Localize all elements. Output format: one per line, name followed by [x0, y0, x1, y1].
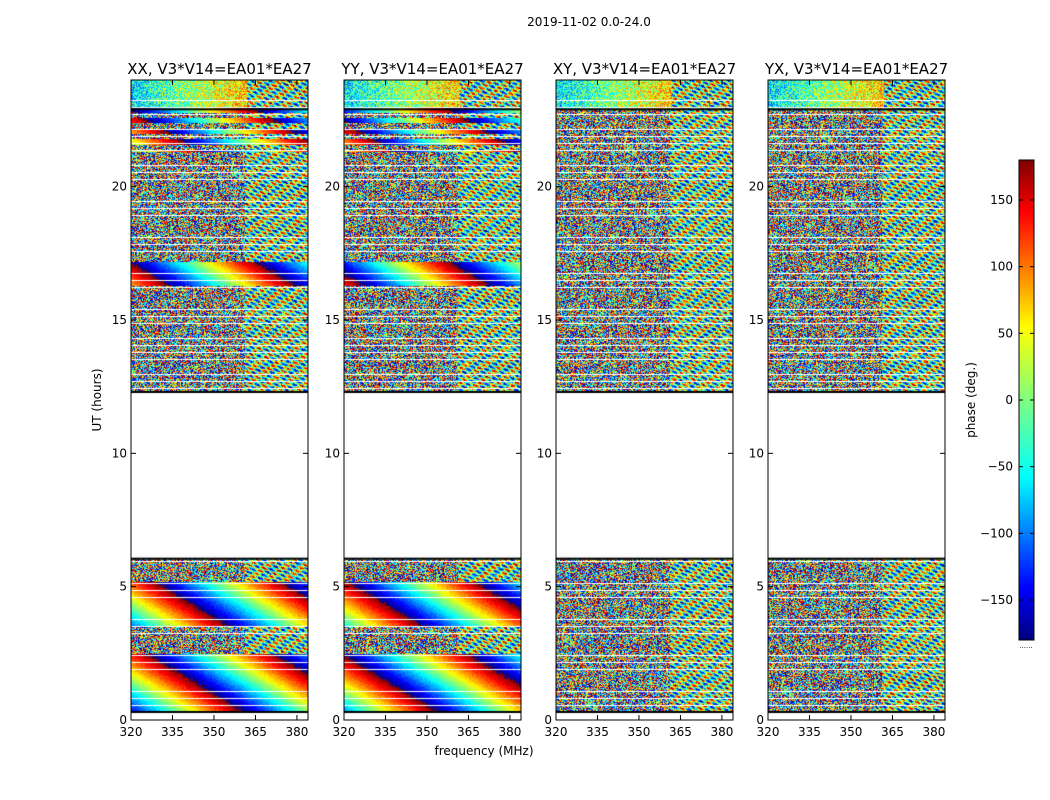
- panel-xx: XX, V3*V14=EA01*EA27 320 335 350 365 380 0 5 10 1…: [112, 60, 312, 739]
- y-tick-label: 0: [544, 713, 552, 727]
- x-tick-label: 365: [881, 725, 904, 739]
- panel-title: XX, V3*V14=EA01*EA27: [127, 60, 311, 78]
- x-tick-label: 350: [628, 725, 651, 739]
- y-tick-label: 10: [749, 446, 764, 460]
- x-tick-label: 365: [244, 725, 267, 739]
- x-tick-label: 365: [669, 725, 692, 739]
- colorbar-tick-label: 50: [998, 326, 1013, 340]
- y-tick-label: 15: [325, 313, 340, 327]
- phase-heatmap: [556, 80, 733, 720]
- y-tick-label: 5: [756, 580, 764, 594]
- x-tick-label: 380: [285, 725, 308, 739]
- x-tick-label: 380: [498, 725, 521, 739]
- y-tick-label: 20: [112, 180, 127, 194]
- colorbar: −150 −100 −50 0 50 100 150: [980, 159, 1035, 641]
- panel-frame: [767, 79, 946, 721]
- x-tick-label: 335: [374, 725, 397, 739]
- x-tick-label: 365: [457, 725, 480, 739]
- x-axis-label: frequency (MHz): [434, 744, 533, 758]
- x-tick-label: 320: [333, 725, 356, 739]
- colorbar-footer: ......: [1019, 642, 1032, 650]
- x-tick-label: 350: [840, 725, 863, 739]
- y-tick-label: 20: [749, 180, 764, 194]
- panel-frame: [343, 79, 522, 721]
- y-tick-label: 10: [112, 446, 127, 460]
- x-tick-label: 335: [586, 725, 609, 739]
- x-tick-label: 320: [545, 725, 568, 739]
- y-tick-label: 0: [332, 713, 340, 727]
- y-tick-label: 20: [537, 180, 552, 194]
- x-tick-label: 350: [203, 725, 226, 739]
- y-tick-label: 10: [537, 446, 552, 460]
- figure-title: 2019-11-02 0.0-24.0: [527, 15, 651, 29]
- x-tick-label: 380: [922, 725, 945, 739]
- panels: XX, V3*V14=EA01*EA27 320 335 350 365 380 0 5 10 1…: [112, 60, 948, 739]
- y-tick-label: 5: [332, 580, 340, 594]
- phase-heatmap: [768, 80, 945, 720]
- panel-frame: [555, 79, 734, 721]
- colorbar-tick-label: 150: [990, 193, 1013, 207]
- y-tick-label: 15: [537, 313, 552, 327]
- y-tick-label: 15: [112, 313, 127, 327]
- colorbar-tick-label: 0: [1005, 393, 1013, 407]
- y-axis-label: UT (hours): [90, 368, 104, 431]
- colorbar-tick-label: 100: [990, 260, 1013, 274]
- panel-xy: XY, V3*V14=EA01*EA27 320 335 350 365 380 0 5 10 1…: [537, 60, 736, 739]
- y-tick-label: 10: [325, 446, 340, 460]
- x-tick-label: 335: [798, 725, 821, 739]
- y-tick-label: 0: [119, 713, 127, 727]
- colorbar-tick-label: −150: [980, 593, 1013, 607]
- y-tick-label: 15: [749, 313, 764, 327]
- phase-heatmap: [131, 80, 308, 720]
- colorbar-label: phase (deg.): [964, 362, 978, 438]
- y-tick-label: 5: [119, 580, 127, 594]
- x-tick-label: 380: [710, 725, 733, 739]
- x-tick-label: 320: [120, 725, 143, 739]
- panel-frame: [130, 79, 309, 721]
- y-tick-label: 20: [325, 180, 340, 194]
- panel-title: YY, V3*V14=EA01*EA27: [340, 60, 523, 78]
- phase-heatmap: [344, 80, 521, 720]
- x-tick-label: 335: [161, 725, 184, 739]
- y-tick-label: 5: [544, 580, 552, 594]
- colorbar-tick-label: −50: [988, 460, 1013, 474]
- x-tick-label: 350: [416, 725, 439, 739]
- panel-yy: YY, V3*V14=EA01*EA27 320 335 350 365 380 0 5 10 1…: [325, 60, 524, 739]
- x-tick-label: 320: [757, 725, 780, 739]
- panel-yx: YX, V3*V14=EA01*EA27 320 335 350 365 380 0 5 10 1…: [749, 60, 948, 739]
- colorbar-tick-label: −100: [980, 526, 1013, 540]
- panel-title: XY, V3*V14=EA01*EA27: [553, 60, 736, 78]
- y-tick-label: 0: [756, 713, 764, 727]
- panel-title: YX, V3*V14=EA01*EA27: [764, 60, 948, 78]
